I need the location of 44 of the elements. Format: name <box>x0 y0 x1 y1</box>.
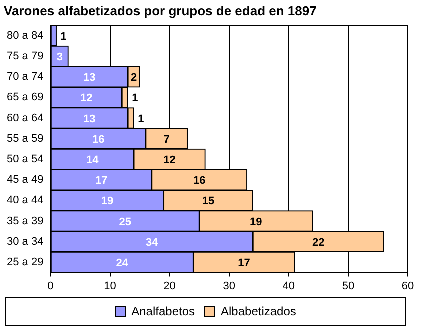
chart-title: Varones alfabetizados por grupos de edad en 1897 <box>4 3 317 18</box>
y-tick-label: 35 a 39 <box>7 215 44 228</box>
x-tick-label: 10 <box>104 280 116 292</box>
data-label: 19 <box>101 196 114 208</box>
x-tick-label: 40 <box>282 280 296 292</box>
data-label: 1 <box>138 113 144 126</box>
y-tick-label: 65 a 69 <box>7 92 44 104</box>
y-tick-label: 75 a 79 <box>7 50 44 63</box>
data-label: 17 <box>95 175 108 188</box>
data-label: 12 <box>164 154 176 167</box>
data-label: 24 <box>116 258 130 270</box>
data-label: 34 <box>146 236 160 249</box>
y-tick-label: 55 a 59 <box>7 132 44 145</box>
data-label: 2 <box>131 72 138 84</box>
y-tick-label: 70 a 74 <box>7 71 44 84</box>
data-label: 14 <box>86 154 100 167</box>
data-label: 12 <box>80 92 93 105</box>
x-tick-label: 20 <box>164 280 176 292</box>
data-label: 16 <box>92 134 105 146</box>
data-label: 25 <box>119 216 132 228</box>
data-label: 16 <box>193 175 206 188</box>
y-tick-label: 40 a 44 <box>7 194 44 207</box>
data-label: 13 <box>84 72 96 84</box>
x-tick-label: 60 <box>402 280 414 292</box>
data-label: 7 <box>164 134 170 146</box>
x-tick-label: 50 <box>342 280 355 292</box>
y-tick-label: 25 a 29 <box>7 256 44 269</box>
data-label: 13 <box>84 113 96 126</box>
x-tick-label: 30 <box>223 280 236 292</box>
y-tick-label: 80 a 84 <box>7 30 44 42</box>
y-tick-label: 30 a 34 <box>7 236 44 248</box>
y-tick-label: 60 a 64 <box>7 112 44 124</box>
data-label: 15 <box>202 196 215 208</box>
legend-label: Albabetizados <box>220 304 296 318</box>
y-tick-label: 50 a 54 <box>7 154 44 166</box>
x-tick-label: 0 <box>48 280 54 292</box>
data-label: 22 <box>312 236 325 249</box>
legend-label: Analfabetos <box>132 304 196 318</box>
data-label: 19 <box>250 216 262 228</box>
data-label: 3 <box>56 52 63 64</box>
data-label: 1 <box>60 30 67 43</box>
data-label: 17 <box>238 258 250 270</box>
data-label: 1 <box>132 92 138 105</box>
y-tick-label: 45 a 49 <box>7 174 44 186</box>
